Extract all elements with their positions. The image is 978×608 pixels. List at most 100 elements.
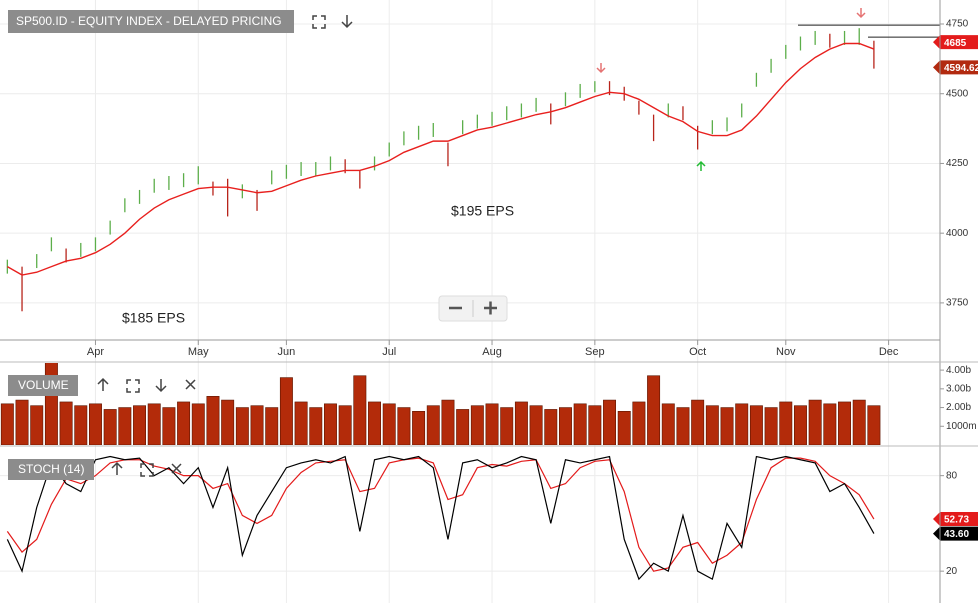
volume-title: VOLUME bbox=[18, 378, 69, 392]
volume-bar bbox=[206, 396, 220, 445]
volume-bar bbox=[838, 401, 851, 445]
volume-bar bbox=[456, 409, 470, 445]
expand-icon[interactable] bbox=[140, 463, 154, 477]
stoch-title: STOCH (14) bbox=[18, 462, 84, 476]
volume-bar bbox=[470, 405, 484, 445]
price-marker bbox=[933, 526, 978, 541]
zoom-in[interactable] bbox=[484, 301, 497, 315]
stoch-lines bbox=[6, 455, 875, 581]
volume-bar bbox=[15, 399, 29, 445]
volume-bar bbox=[779, 401, 793, 445]
volume-bar bbox=[147, 403, 161, 445]
volume-bar bbox=[852, 399, 866, 445]
volume-title-box bbox=[8, 375, 78, 396]
y-tick-label: 4000 bbox=[946, 228, 969, 239]
y-tick-label: 4.00b bbox=[946, 365, 971, 376]
chart-title: SP500.ID - EQUITY INDEX - DELAYED PRICIN… bbox=[16, 14, 282, 28]
volume-bar bbox=[676, 407, 690, 445]
volume-bar bbox=[89, 403, 102, 445]
annotation: $195 EPS bbox=[451, 203, 514, 219]
moving-average bbox=[6, 42, 875, 276]
up-icon[interactable] bbox=[97, 377, 109, 391]
price-marker bbox=[933, 60, 978, 75]
volume-bar bbox=[397, 407, 411, 445]
volume-bar bbox=[544, 409, 558, 445]
volume-bar bbox=[74, 405, 88, 445]
volume-bar bbox=[793, 405, 807, 445]
volume-bar bbox=[647, 375, 661, 445]
x-tick-label: Oct bbox=[689, 346, 706, 358]
x-tick-label: Jun bbox=[278, 346, 296, 358]
volume-bar bbox=[529, 405, 543, 445]
volume-bar bbox=[338, 405, 352, 445]
volume-bar bbox=[162, 407, 176, 445]
volume-bar bbox=[118, 407, 132, 445]
y-tick-label: 80 bbox=[946, 470, 958, 481]
volume-bar bbox=[749, 405, 763, 445]
volume-bar bbox=[133, 405, 147, 445]
y-tick-label: 3750 bbox=[946, 298, 969, 309]
volume-bar bbox=[221, 399, 235, 445]
volume-bar bbox=[0, 403, 14, 445]
volume-bar bbox=[44, 363, 58, 445]
price-marker-label: 43.60 bbox=[944, 529, 969, 540]
volume-bar bbox=[191, 403, 205, 445]
y-tick-label: 4750 bbox=[946, 19, 969, 30]
stoch-line bbox=[6, 455, 875, 581]
volume-bar bbox=[177, 401, 191, 445]
volume-bars bbox=[0, 363, 881, 445]
y-tick-label: 2.00b bbox=[946, 402, 971, 413]
signal-arrows bbox=[596, 8, 866, 171]
volume-bar bbox=[103, 409, 117, 445]
stoch-line bbox=[6, 457, 875, 572]
up-icon[interactable] bbox=[111, 461, 123, 475]
volume-bar bbox=[250, 405, 264, 445]
volume-bar bbox=[661, 403, 675, 445]
volume-bar bbox=[500, 407, 514, 445]
volume-bar bbox=[235, 407, 249, 445]
title-box bbox=[8, 10, 294, 33]
x-tick-label: Nov bbox=[776, 346, 796, 358]
volume-toolbar[interactable] bbox=[97, 377, 196, 393]
volume-bar bbox=[294, 401, 308, 445]
volume-bar bbox=[588, 405, 602, 445]
expand-icon[interactable] bbox=[312, 15, 326, 29]
volume-bar bbox=[603, 399, 616, 445]
close-icon[interactable] bbox=[185, 379, 196, 390]
down-icon[interactable] bbox=[155, 379, 167, 393]
toolbar[interactable] bbox=[312, 15, 353, 29]
volume-bar bbox=[382, 403, 396, 445]
down-icon[interactable] bbox=[341, 15, 353, 29]
stoch-toolbar[interactable] bbox=[111, 461, 182, 477]
sell-arrow bbox=[596, 63, 606, 74]
volume-bar bbox=[808, 399, 822, 445]
volume-bar bbox=[59, 401, 73, 445]
sell-arrow bbox=[856, 8, 866, 19]
volume-bar bbox=[368, 401, 381, 445]
y-tick-label: 4250 bbox=[946, 158, 969, 169]
close-icon[interactable] bbox=[171, 463, 182, 474]
y-tick-label: 1000m bbox=[946, 421, 977, 432]
x-tick-label: Sep bbox=[585, 346, 605, 358]
volume-bar bbox=[426, 405, 440, 445]
volume-bar bbox=[720, 407, 734, 445]
volume-bar bbox=[441, 399, 455, 445]
zoom-control[interactable] bbox=[438, 295, 508, 322]
volume-bar bbox=[573, 403, 587, 445]
x-tick-label: Aug bbox=[482, 346, 502, 358]
volume-bar bbox=[309, 407, 323, 445]
volume-bar bbox=[323, 403, 337, 445]
volume-bar bbox=[823, 403, 837, 445]
expand-icon[interactable] bbox=[126, 379, 140, 393]
y-tick-label: 3.00b bbox=[946, 383, 971, 394]
volume-bar bbox=[617, 411, 631, 445]
buy-arrow bbox=[696, 160, 706, 171]
x-tick-label: Apr bbox=[87, 346, 104, 358]
stoch-title-box bbox=[8, 459, 94, 480]
volume-bar bbox=[867, 405, 881, 445]
x-tick-label: Jul bbox=[382, 346, 396, 358]
volume-bar bbox=[735, 403, 749, 445]
x-tick-label: May bbox=[188, 346, 209, 358]
